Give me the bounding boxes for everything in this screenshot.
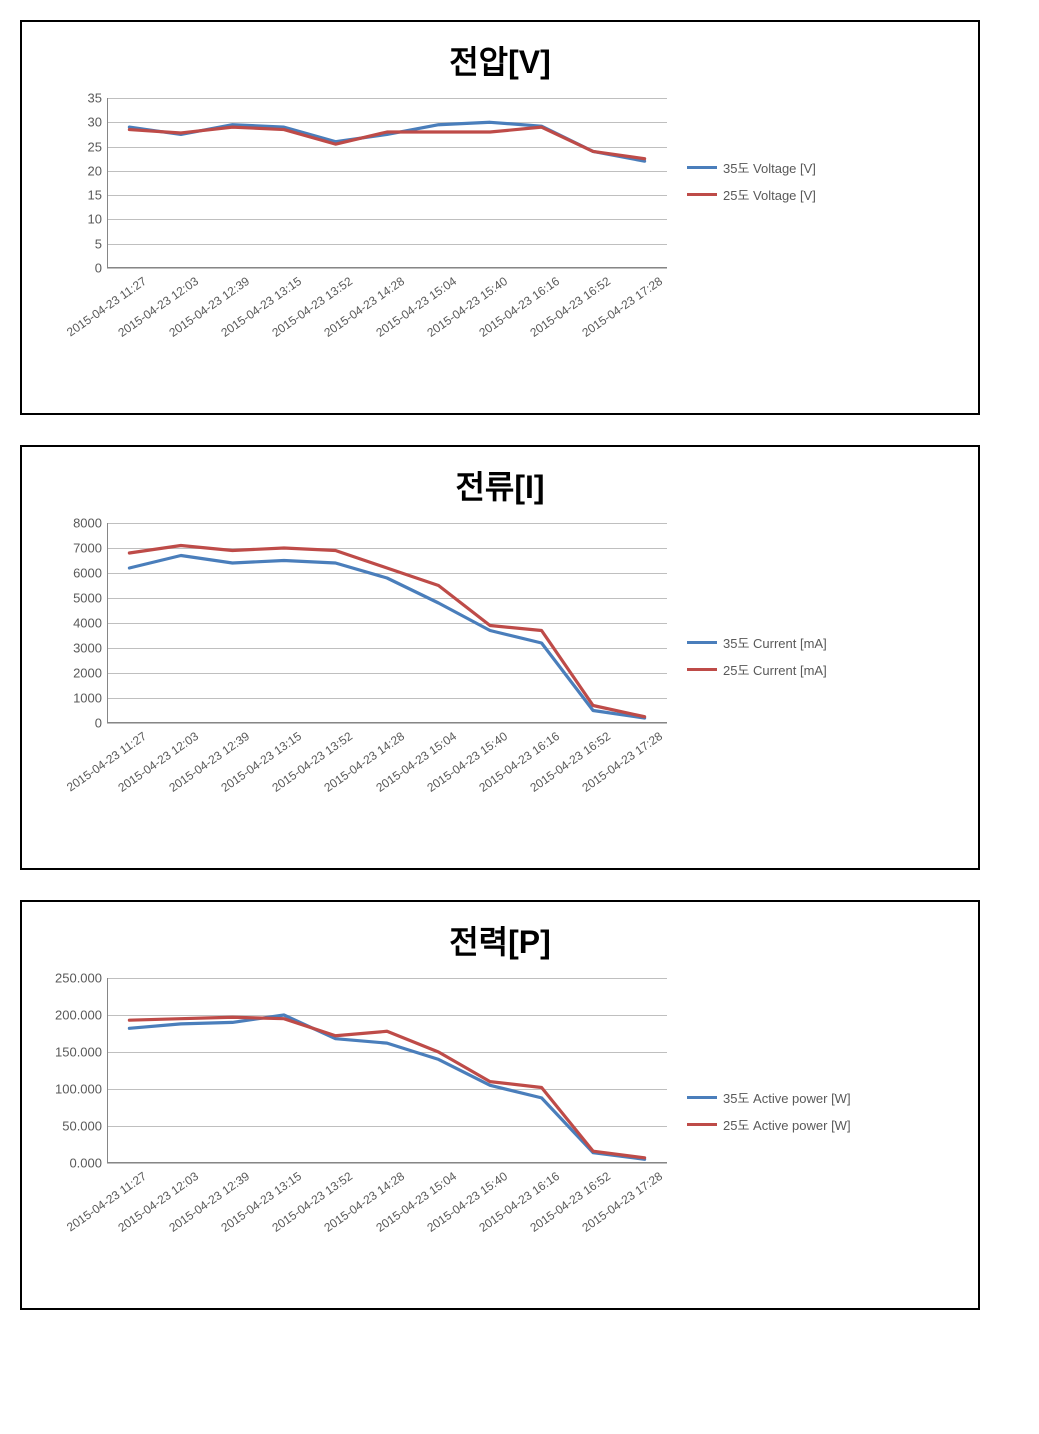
y-tick-label: 20: [47, 163, 102, 178]
y-tick-label: 50.000: [47, 1119, 102, 1134]
y-tick-label: 25: [47, 139, 102, 154]
y-tick-label: 0.000: [47, 1156, 102, 1171]
grid-line: [107, 723, 667, 724]
legend-item: 25도 Current [mA]: [687, 660, 827, 679]
legend-swatch: [687, 193, 717, 196]
y-tick-label: 250.000: [47, 971, 102, 986]
y-tick-label: 35: [47, 91, 102, 106]
legend: 35도 Voltage [V] 25도 Voltage [V]: [687, 158, 816, 212]
legend-label: 35도 Current [mA]: [723, 633, 827, 652]
y-tick-label: 2000: [47, 666, 102, 681]
y-tick-label: 200.000: [47, 1008, 102, 1023]
legend-swatch: [687, 1123, 717, 1126]
legend-swatch: [687, 641, 717, 644]
chart-power: 전력[P]0.00050.000100.000150.000200.000250…: [20, 900, 980, 1310]
y-tick-label: 1000: [47, 691, 102, 706]
legend-swatch: [687, 1096, 717, 1099]
plot-area: 0100020003000400050006000700080002015-04…: [107, 523, 667, 723]
series-lines: [107, 523, 667, 723]
series-line: [129, 1015, 644, 1159]
y-tick-label: 15: [47, 188, 102, 203]
legend-item: 25도 Voltage [V]: [687, 185, 816, 204]
y-tick-label: 0: [47, 261, 102, 276]
y-tick-label: 8000: [47, 516, 102, 531]
legend-swatch: [687, 668, 717, 671]
y-tick-label: 30: [47, 115, 102, 130]
y-tick-label: 5000: [47, 591, 102, 606]
legend-item: 35도 Active power [W]: [687, 1088, 851, 1107]
legend-label: 35도 Active power [W]: [723, 1088, 851, 1107]
y-tick-label: 7000: [47, 541, 102, 556]
series-line: [129, 122, 644, 161]
y-tick-label: 100.000: [47, 1082, 102, 1097]
legend-label: 25도 Voltage [V]: [723, 185, 816, 204]
legend-item: 25도 Active power [W]: [687, 1115, 851, 1134]
series-line: [129, 556, 644, 719]
plot-area: 051015202530352015-04-23 11:272015-04-23…: [107, 98, 667, 268]
chart-current: 전류[I] 01000200030004000500060007000800020…: [20, 445, 980, 870]
y-tick-label: 4000: [47, 616, 102, 631]
chart-title: 전압[V]: [37, 37, 963, 83]
legend-label: 35도 Voltage [V]: [723, 158, 816, 177]
y-tick-label: 3000: [47, 641, 102, 656]
y-tick-label: 10: [47, 212, 102, 227]
series-line: [129, 127, 644, 159]
grid-line: [107, 268, 667, 269]
series-lines: [107, 98, 667, 268]
chart-title: 전력[P]: [37, 917, 963, 963]
legend-label: 25도 Current [mA]: [723, 660, 827, 679]
chart-voltage: 전압[V] 051015202530352015-04-23 11:272015-…: [20, 20, 980, 415]
y-tick-label: 150.000: [47, 1045, 102, 1060]
legend-item: 35도 Current [mA]: [687, 633, 827, 652]
chart-title: 전류[I]: [37, 462, 963, 508]
plot-area: 0.00050.000100.000150.000200.000250.0002…: [107, 978, 667, 1163]
y-tick-label: 5: [47, 236, 102, 251]
legend: 35도 Active power [W] 25도 Active power [W]: [687, 1088, 851, 1142]
grid-line: [107, 1163, 667, 1164]
series-line: [129, 1017, 644, 1158]
series-line: [129, 546, 644, 717]
legend: 35도 Current [mA] 25도 Current [mA]: [687, 633, 827, 687]
legend-label: 25도 Active power [W]: [723, 1115, 851, 1134]
series-lines: [107, 978, 667, 1163]
legend-item: 35도 Voltage [V]: [687, 158, 816, 177]
legend-swatch: [687, 166, 717, 169]
y-tick-label: 0: [47, 716, 102, 731]
y-tick-label: 6000: [47, 566, 102, 581]
